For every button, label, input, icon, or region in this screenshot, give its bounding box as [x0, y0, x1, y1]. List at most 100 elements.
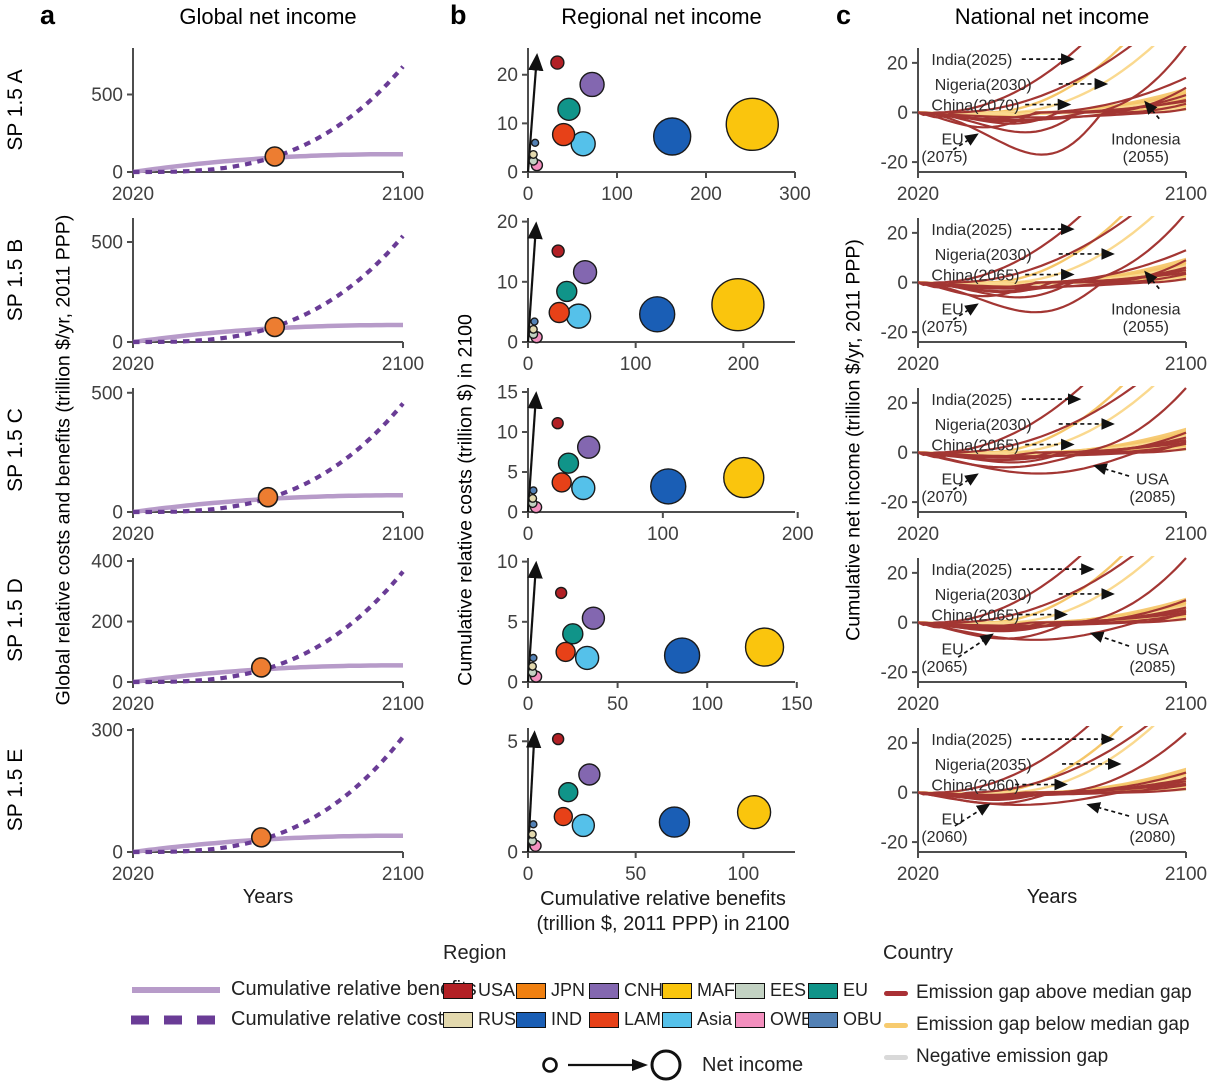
region-legend-item-asia: Asia — [662, 1009, 735, 1030]
svg-text:300: 300 — [91, 721, 123, 742]
region-label: MAF — [697, 980, 735, 1000]
panel-a4-chart: 2020 2100 0 200 400 — [91, 552, 424, 715]
region-legend-item-ind: IND — [516, 1009, 589, 1030]
svg-text:0: 0 — [897, 443, 908, 464]
panel-c2-chart: 2020 2100 -20 0 20 India(2025) Nigeria(2030) Ch… — [881, 216, 1207, 375]
svg-text:0: 0 — [112, 163, 123, 184]
svg-text:2100: 2100 — [1165, 184, 1207, 205]
row-label-sp15a: SP 1.5 A — [4, 69, 27, 151]
region-legend-item-cnh: CNH — [589, 980, 663, 1001]
svg-text:-20: -20 — [881, 833, 908, 854]
b-x-axis-label-line1: Cumulative relative benefits — [540, 888, 786, 910]
svg-text:0: 0 — [523, 694, 534, 715]
svg-text:EU: EU — [941, 302, 963, 319]
svg-text:2100: 2100 — [382, 864, 424, 885]
svg-text:(2075): (2075) — [921, 319, 967, 336]
svg-text:100: 100 — [647, 524, 679, 545]
svg-text:(2080): (2080) — [1129, 829, 1175, 846]
svg-text:Nigeria(2030): Nigeria(2030) — [935, 417, 1032, 434]
svg-text:India(2025): India(2025) — [931, 392, 1012, 409]
svg-text:India(2025): India(2025) — [931, 52, 1012, 69]
svg-text:(2085): (2085) — [1129, 489, 1175, 506]
panel-b4-chart: 0 50 100 150 0 5 10 — [497, 552, 813, 715]
panel-a5-chart: 2020 2100 0 300 — [91, 721, 424, 885]
panel-label-b: b — [450, 0, 467, 30]
svg-text:2100: 2100 — [1165, 864, 1207, 885]
svg-text:0: 0 — [897, 273, 908, 294]
svg-text:0: 0 — [507, 843, 518, 864]
svg-text:0: 0 — [112, 333, 123, 354]
region-swatch-asia — [662, 1011, 692, 1028]
svg-text:0: 0 — [112, 503, 123, 524]
row-label-sp15e: SP 1.5 E — [4, 748, 27, 832]
svg-text:20: 20 — [497, 65, 518, 86]
svg-text:EU: EU — [941, 812, 963, 829]
country-line-swatch — [884, 990, 908, 996]
c-x-axis-label: Years — [1026, 886, 1078, 908]
a-y-axis-label: Global relative costs and benefits (tril… — [52, 214, 75, 706]
c-y-axis-label: Cumulative net income (trillion $/yr, 20… — [842, 239, 865, 641]
svg-text:China(2060): China(2060) — [931, 778, 1019, 795]
svg-text:20: 20 — [887, 223, 908, 244]
svg-text:2020: 2020 — [112, 354, 154, 375]
panel-label-c: c — [836, 0, 852, 30]
svg-text:(2070): (2070) — [921, 489, 967, 506]
region-label: IND — [551, 1009, 582, 1029]
svg-text:EU: EU — [941, 642, 963, 659]
svg-text:(2060): (2060) — [921, 829, 967, 846]
svg-text:0: 0 — [523, 864, 534, 885]
country-label: Emission gap below median gap — [916, 1014, 1190, 1035]
region-legend-item-rus: RUS — [443, 1009, 516, 1030]
size-scale-icon — [542, 1049, 682, 1081]
region-swatch-eu — [808, 982, 838, 999]
svg-text:Nigeria(2035): Nigeria(2035) — [935, 757, 1032, 774]
region-label: USA — [478, 980, 516, 1000]
svg-text:500: 500 — [91, 233, 123, 254]
svg-text:500: 500 — [91, 383, 123, 404]
column-title-regional: Regional net income — [561, 4, 762, 29]
svg-text:(2065): (2065) — [921, 659, 967, 676]
svg-text:2020: 2020 — [897, 694, 939, 715]
row-label-sp15d: SP 1.5 D — [4, 578, 27, 662]
region-swatch-obu — [808, 1011, 838, 1028]
panel-b1-chart: 0 100 200 300 0 10 20 — [497, 48, 811, 205]
svg-text:-20: -20 — [881, 153, 908, 174]
region-label: OWE — [770, 1009, 813, 1029]
region-label: RUS — [478, 1009, 517, 1029]
region-label: Asia — [697, 1009, 733, 1029]
svg-text:0: 0 — [112, 843, 123, 864]
benefits-line-swatch — [132, 986, 220, 993]
region-swatch-maf — [662, 982, 692, 999]
svg-text:0: 0 — [523, 354, 534, 375]
region-label: EES — [770, 980, 807, 1000]
region-swatch-rus — [443, 1011, 473, 1028]
svg-text:500: 500 — [91, 85, 123, 106]
svg-text:(2055): (2055) — [1123, 149, 1169, 166]
region-label: EU — [843, 980, 869, 1000]
region-legend-item-eu: EU — [808, 980, 881, 1001]
b-y-axis-label: Cumulative relative costs (trillion $) i… — [454, 314, 477, 686]
svg-text:Indonesia: Indonesia — [1111, 302, 1180, 319]
svg-text:15: 15 — [497, 383, 518, 404]
region-legend: USA JPN CNH MAF EES EU RUS IND LAM Asia OWE OBU — [443, 976, 882, 1034]
legend-costs-item: Cumulative relative costs — [128, 1008, 453, 1031]
region-label: LAM — [624, 1009, 662, 1029]
svg-text:Indonesia: Indonesia — [1111, 132, 1180, 149]
svg-text:EU: EU — [941, 472, 963, 489]
region-swatch-ees — [735, 982, 765, 999]
panel-b2-chart: 0 100 200 0 10 20 — [497, 212, 795, 375]
svg-text:2100: 2100 — [382, 184, 424, 205]
svg-text:(2055): (2055) — [1123, 319, 1169, 336]
a-x-axis-label: Years — [242, 886, 294, 908]
panel-c4-chart: 2020 2100 -20 0 20 India(2025) Nigeria(2030) Ch… — [881, 556, 1207, 715]
legend-benefits-item: Cumulative relative benefits — [128, 978, 477, 1001]
column-title-national: National net income — [954, 4, 1150, 29]
svg-text:0: 0 — [897, 783, 908, 804]
svg-text:(2075): (2075) — [921, 149, 967, 166]
region-swatch-jpn — [516, 982, 546, 999]
svg-text:India(2025): India(2025) — [931, 562, 1012, 579]
svg-text:0: 0 — [507, 163, 518, 184]
svg-text:0: 0 — [112, 673, 123, 694]
svg-text:2020: 2020 — [897, 354, 939, 375]
